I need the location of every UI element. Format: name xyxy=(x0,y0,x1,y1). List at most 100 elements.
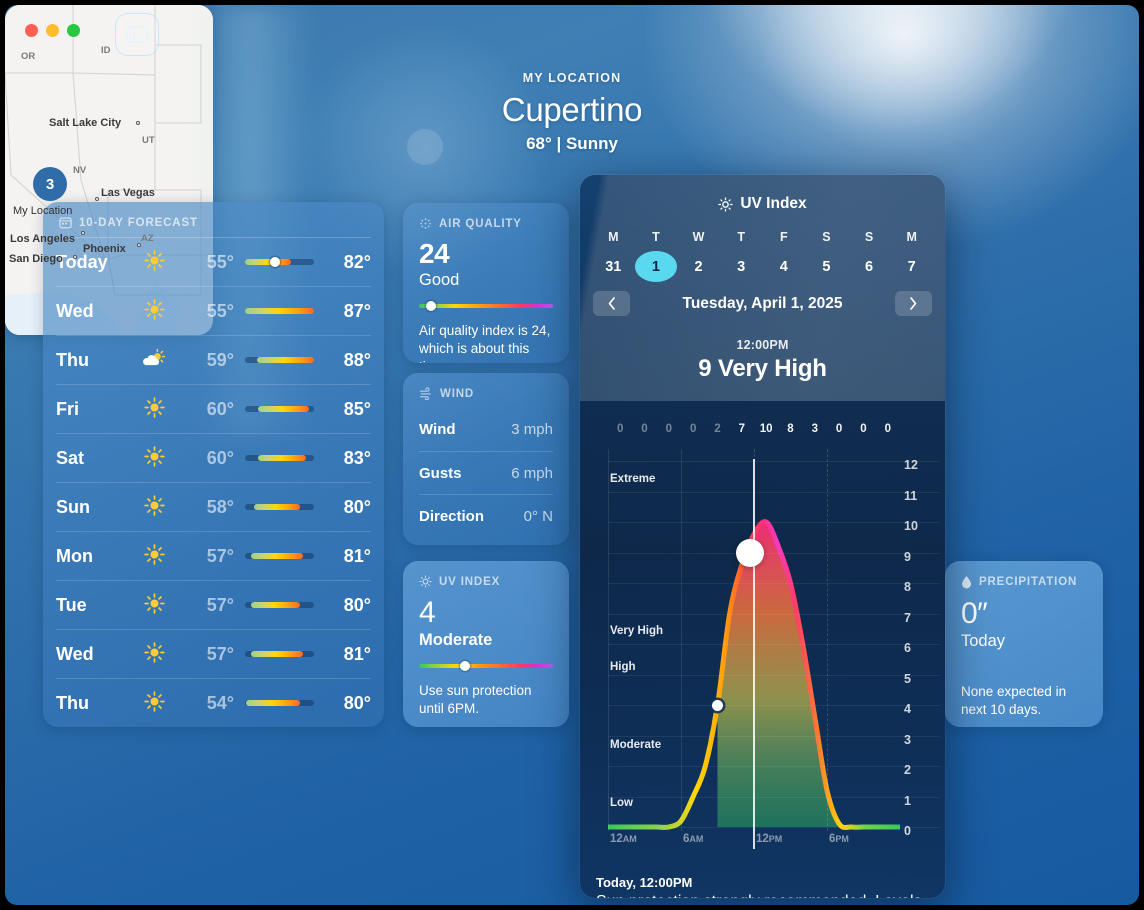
uv-card-header: UV INDEX xyxy=(403,561,569,596)
forecast-temp-range xyxy=(245,357,314,363)
map-state-label: AZ xyxy=(141,233,154,244)
hourly-uv-value: 2 xyxy=(714,423,721,435)
precipitation-header: PRECIPITATION xyxy=(945,561,1103,597)
y-tick-label: 9 xyxy=(904,549,911,564)
sun-icon xyxy=(143,641,165,663)
forecast-row[interactable]: Wed 57° 81° xyxy=(56,629,371,678)
sidebar-toggle-button[interactable] xyxy=(115,13,159,56)
x-tick-label: 6PM xyxy=(829,833,849,845)
date-picker: M T W T F S S M 31 1 2 3 4 5 6 7 xyxy=(580,230,945,282)
map-city-label: Phoenix xyxy=(83,243,126,255)
forecast-high-temp: 88° xyxy=(343,349,371,370)
forecast-low-temp: 54° xyxy=(206,692,234,713)
map-city-dot xyxy=(81,231,85,235)
lens-flare-bubble xyxy=(407,129,443,165)
uv-index-card[interactable]: UV INDEX 4 Moderate Use sun protection u… xyxy=(403,561,569,727)
day-number[interactable]: 2 xyxy=(694,258,703,275)
sun-cloud-icon xyxy=(142,348,165,365)
map-state-label: NV xyxy=(73,165,87,176)
map-city-label: Los Angeles xyxy=(10,233,75,245)
air-quality-card: AIR QUALITY 24 Good Air quality index is… xyxy=(403,203,569,363)
day-number[interactable]: 3 xyxy=(737,258,746,275)
forecast-row[interactable]: Thu 54° 80° xyxy=(56,678,371,727)
chart-level-low: Low xyxy=(610,797,633,809)
forecast-card-header: 10-DAY FORECAST xyxy=(43,202,384,237)
weekday-label: S xyxy=(864,230,874,244)
air-quality-title: AIR QUALITY xyxy=(439,217,522,230)
day-cell[interactable]: 3 xyxy=(720,251,763,282)
next-day-button[interactable] xyxy=(894,291,932,316)
wind-row-label: Gusts xyxy=(419,464,462,482)
wind-row: Wind 3 mph xyxy=(419,408,553,451)
chart-gridline-h xyxy=(608,796,940,798)
forecast-temp-bar xyxy=(256,357,314,363)
day-cell[interactable]: 2 xyxy=(677,251,720,282)
day-number[interactable]: 31 xyxy=(605,258,622,275)
forecast-row[interactable]: Tue 57° 80° xyxy=(56,580,371,629)
air-quality-header: AIR QUALITY xyxy=(403,203,569,238)
hourly-uv-value: 0 xyxy=(689,423,697,435)
day-number[interactable]: 5 xyxy=(822,258,831,275)
map-city-dot xyxy=(136,121,140,125)
forecast-row[interactable]: Sat 60° 83° xyxy=(56,433,371,482)
chart-time-cursor[interactable] xyxy=(753,459,755,849)
day-cell[interactable]: 7 xyxy=(890,251,933,282)
chart-level-extreme: Extreme xyxy=(610,473,656,485)
day-cell[interactable]: 6 xyxy=(848,251,891,282)
wind-row-value: 6 mph xyxy=(511,464,553,482)
uv-card-scale-marker xyxy=(459,661,470,671)
my-location-label: MY LOCATION xyxy=(522,71,622,85)
forecast-temp-range xyxy=(245,700,314,706)
chart-gridline-h xyxy=(608,735,940,737)
forecast-row[interactable]: Wed 55° 87° xyxy=(56,286,371,335)
forecast-temp-bar xyxy=(246,700,301,706)
city-name: Cupertino xyxy=(501,91,643,128)
forecast-temp-range xyxy=(245,504,314,510)
wind-row-label: Wind xyxy=(419,421,456,438)
day-cell[interactable]: 4 xyxy=(763,251,806,282)
uv-card-scale xyxy=(419,661,553,671)
forecast-day: Wed xyxy=(56,300,94,321)
uv-sun-icon xyxy=(718,196,733,212)
chart-selected-point[interactable] xyxy=(736,538,764,567)
day-number[interactable]: 7 xyxy=(907,258,916,275)
day-cell[interactable]: 5 xyxy=(805,251,848,282)
maximize-button[interactable] xyxy=(67,24,80,37)
chart-gridline-h xyxy=(608,705,940,706)
hourly-uv-value: 10 xyxy=(759,423,773,435)
map-location-badge[interactable]: 3 xyxy=(33,167,67,201)
forecast-temp-bar xyxy=(245,308,314,314)
chart-threshold-marker xyxy=(712,699,723,711)
chart-level-moderate: Moderate xyxy=(610,739,662,751)
uv-description-title: Today, 12:00PM xyxy=(596,875,693,890)
forecast-high-temp: 81° xyxy=(343,643,371,664)
day-cell[interactable]: 1 xyxy=(634,251,678,282)
weekday-label: M xyxy=(608,230,619,244)
forecast-row[interactable]: Fri 60° 85° xyxy=(56,384,371,433)
chart-gridline-v xyxy=(681,449,682,831)
forecast-low-temp: 55° xyxy=(206,251,234,272)
precipitation-note: None expected in next 10 days. xyxy=(961,684,1067,717)
prev-day-button[interactable] xyxy=(593,291,630,316)
map-city-label: Salt Lake City xyxy=(49,117,122,129)
hourly-uv-value: 0 xyxy=(860,423,867,435)
precipitation-value: 0″ xyxy=(961,597,988,630)
close-button[interactable] xyxy=(25,24,38,37)
forecast-temp-bar xyxy=(258,406,310,412)
uv-index-chart[interactable]: 0 0 0 0 2 7 10 8 3 0 0 0 xyxy=(598,423,940,865)
forecast-high-temp: 83° xyxy=(343,447,371,468)
sun-icon xyxy=(143,445,165,467)
forecast-row[interactable]: Mon 57° 81° xyxy=(56,531,371,580)
forecast-row[interactable]: Sun 58° 80° xyxy=(56,482,371,531)
day-cell[interactable]: 31 xyxy=(592,251,635,282)
weekday-label: M xyxy=(906,230,917,244)
day-number[interactable]: 1 xyxy=(634,251,678,282)
forecast-day: Mon xyxy=(56,545,93,566)
forecast-row[interactable]: Today 55° 82° xyxy=(56,237,371,286)
minimize-button[interactable] xyxy=(46,24,59,37)
forecast-row[interactable]: Thu 59° 88° xyxy=(56,335,371,384)
chart-gridline-h xyxy=(608,552,940,554)
day-number[interactable]: 6 xyxy=(865,258,874,275)
chart-gridline-v xyxy=(754,449,755,831)
day-number[interactable]: 4 xyxy=(779,258,788,275)
